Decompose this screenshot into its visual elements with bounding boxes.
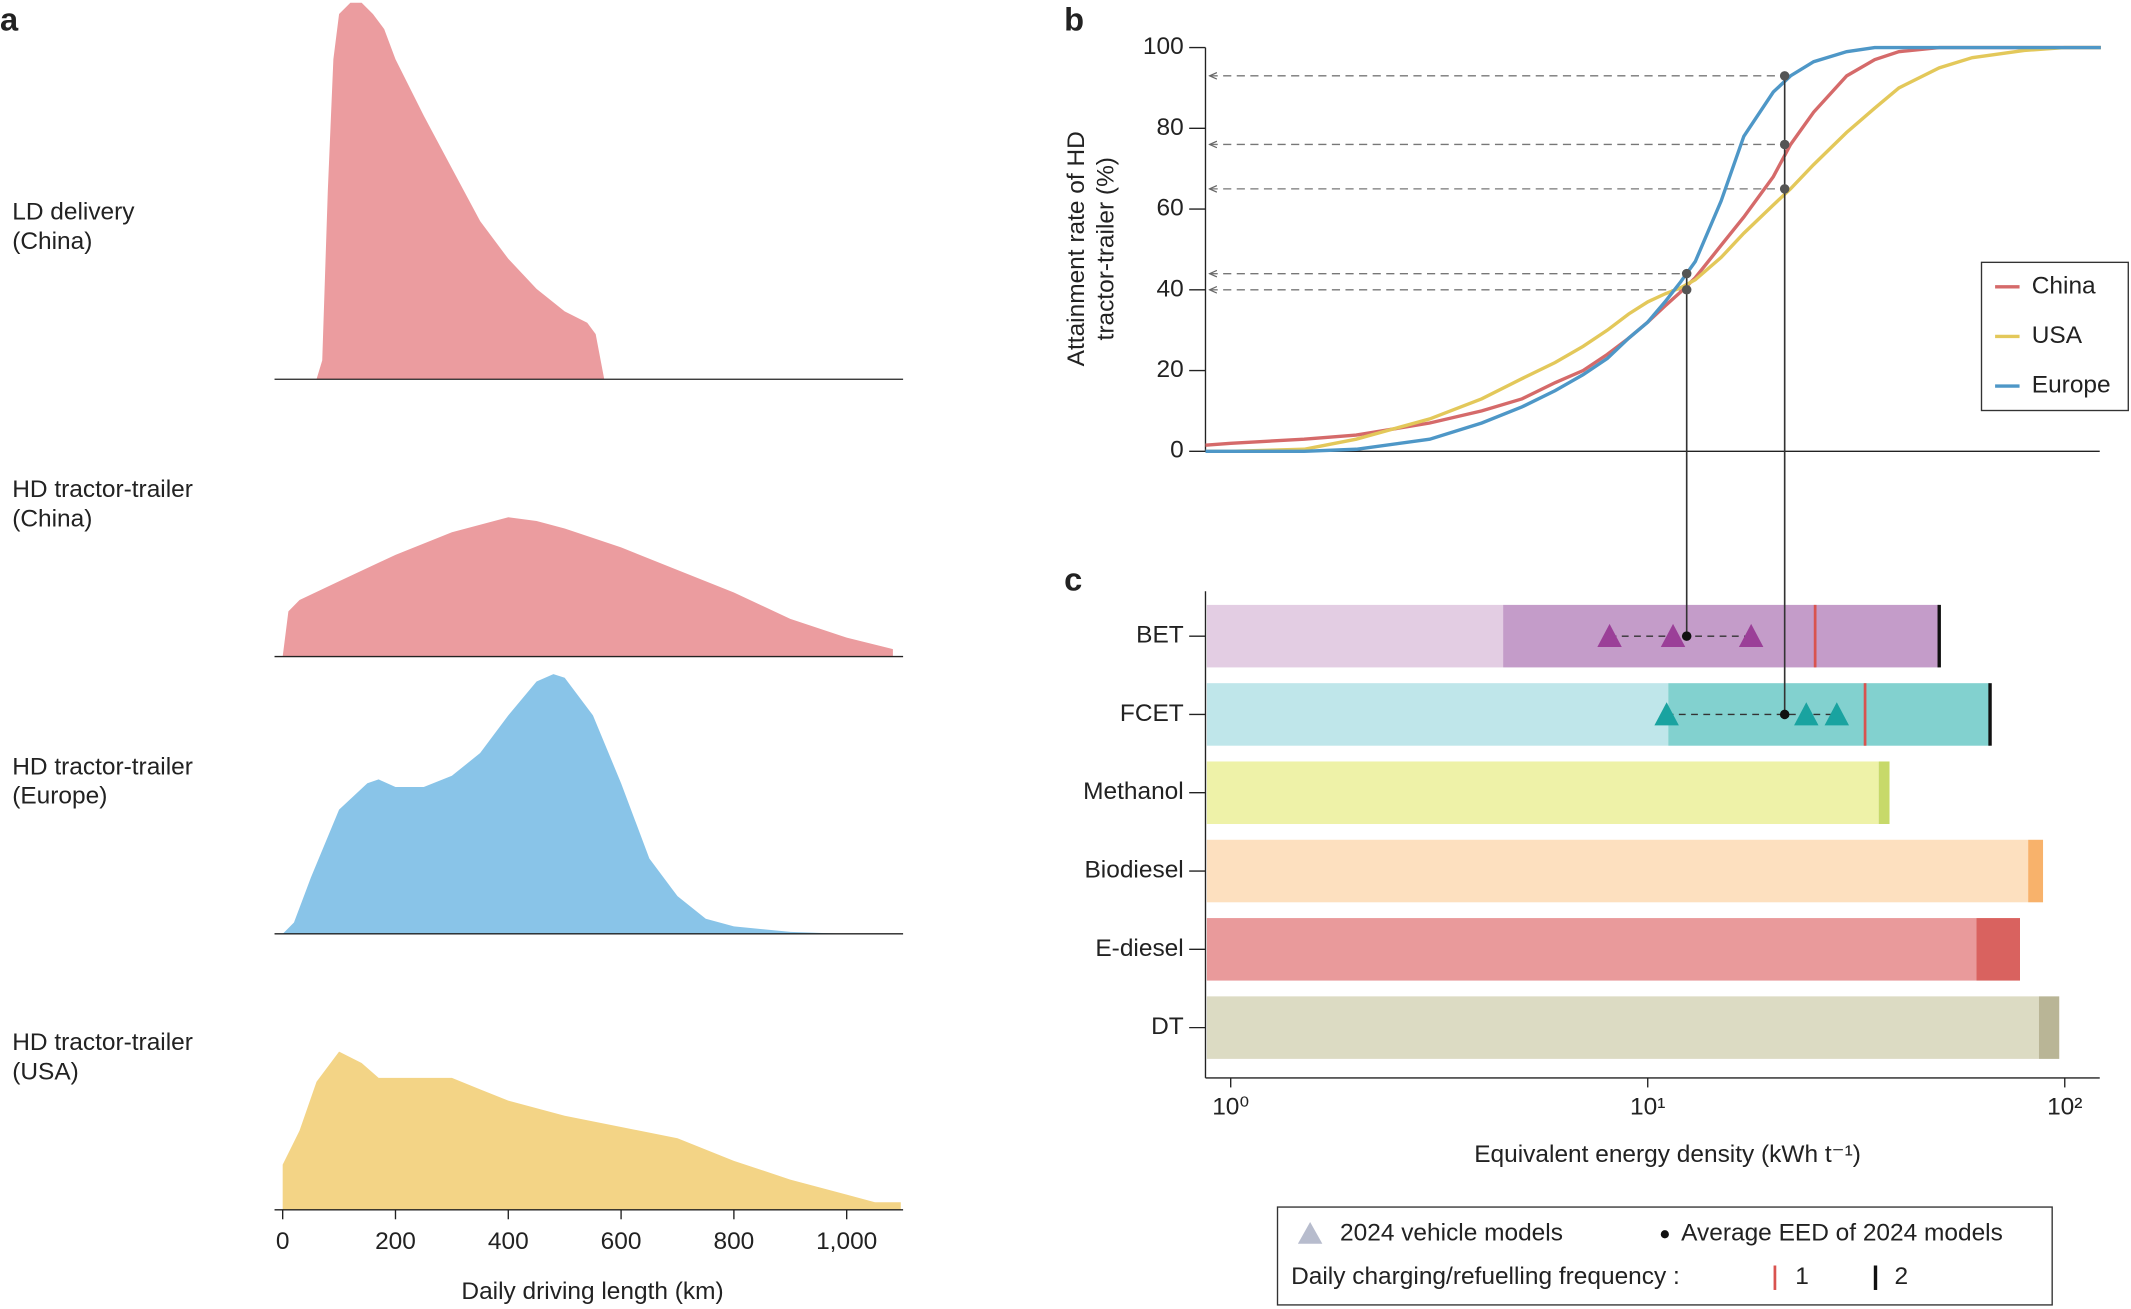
legend-label: China (2032, 272, 2096, 299)
guide-point (1779, 139, 1790, 150)
legend-label: 2024 vehicle models (1340, 1220, 1563, 1247)
model-marker (1738, 623, 1764, 648)
ridge-area (282, 674, 847, 934)
panel-letter: b (1064, 0, 1084, 37)
x-tick-label: 400 (488, 1228, 529, 1255)
bar-light (1206, 683, 1669, 746)
y-tick-label: 0 (1170, 437, 1184, 464)
model-marker (1660, 623, 1686, 648)
y-tick-label: 40 (1157, 275, 1184, 302)
guide-point (1681, 268, 1692, 279)
bar-light (1206, 996, 2039, 1059)
x-axis-label: Daily driving length (km) (461, 1278, 723, 1305)
ridge-label: LD delivery (China) (12, 199, 135, 255)
average-marker (1779, 709, 1790, 720)
line-series (1205, 45, 2101, 447)
x-tick-label: 10⁰ (1212, 1093, 1249, 1120)
y-tick-label: Methanol (1083, 778, 1184, 805)
ridge-area (282, 517, 893, 657)
bar-range (2028, 839, 2044, 903)
model-marker (1654, 702, 1679, 726)
guide-point (1779, 71, 1790, 81)
ridge-label: HD tractor-trailer (USA) (12, 1030, 193, 1086)
y-tick-label: 20 (1157, 356, 1184, 383)
bar-light (1206, 761, 1879, 825)
y-tick-label: FCET (1120, 700, 1184, 727)
x-tick-label: 600 (601, 1228, 642, 1255)
x-tick-label: 10² (2047, 1093, 2082, 1120)
ridge-area (316, 2, 605, 380)
panel-letter: c (1064, 560, 1082, 597)
legend-label: 2 (1895, 1263, 1909, 1290)
y-tick-label: E-diesel (1095, 935, 1183, 962)
legend-triangle (1297, 1222, 1323, 1244)
panel-letter: a (0, 0, 19, 37)
model-marker (1597, 623, 1622, 648)
bar-range (1976, 918, 2020, 981)
y-tick-label: 100 (1143, 33, 1184, 60)
legend-dot (1660, 1230, 1669, 1239)
ridge-label: HD tractor-trailer (Europe) (12, 754, 193, 810)
ridge-area (282, 1051, 901, 1210)
x-tick-label: 800 (713, 1228, 754, 1255)
legend-label: Average EED of 2024 models (1681, 1220, 2003, 1247)
bar-light (1206, 918, 1977, 981)
model-marker (1794, 702, 1819, 726)
x-axis-label: Equivalent energy density (kWh t⁻¹) (1474, 1141, 1861, 1168)
y-tick-label: 60 (1157, 195, 1184, 222)
y-tick-label: DT (1151, 1013, 1184, 1040)
y-axis-label: Attainment rate of HD tractor-trailer (%) (1063, 131, 1119, 366)
x-tick-label: 0 (276, 1228, 290, 1255)
guide-point (1779, 184, 1790, 194)
guide-point (1681, 285, 1692, 295)
ridge-label: HD tractor-trailer (China) (12, 476, 193, 532)
y-tick-label: 80 (1157, 114, 1184, 141)
y-tick-label: BET (1136, 622, 1184, 649)
line-series (1205, 45, 2101, 453)
bar-range (1878, 761, 1890, 825)
legend-box (1276, 1206, 2053, 1306)
x-tick-label: 200 (375, 1228, 416, 1255)
model-marker (1824, 702, 1850, 726)
y-tick-label: Biodiesel (1085, 857, 1184, 884)
legend-label: 1 (1795, 1263, 1809, 1290)
bar-light (1206, 839, 2029, 903)
bar-light (1206, 604, 1504, 668)
average-marker (1681, 631, 1692, 641)
x-tick-label: 10¹ (1630, 1093, 1665, 1120)
x-tick-label: 1,000 (816, 1228, 877, 1255)
bar-range (2038, 996, 2060, 1059)
line-series (1205, 45, 2101, 453)
legend-label: Daily charging/refuelling frequency : (1291, 1263, 1680, 1290)
legend-label: USA (2032, 322, 2083, 349)
legend-label: Europe (2032, 372, 2111, 399)
